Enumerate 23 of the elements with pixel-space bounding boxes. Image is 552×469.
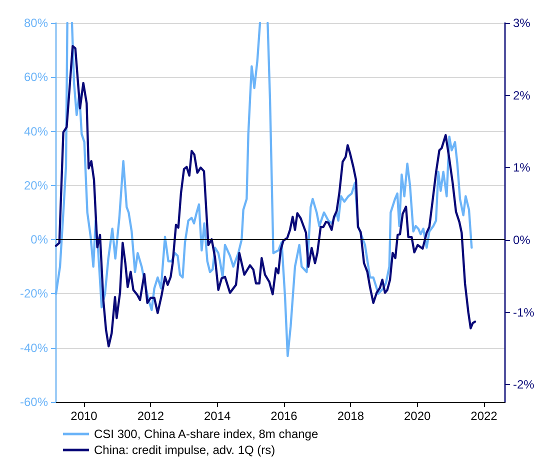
x-tick-label: 2022 — [470, 409, 498, 423]
y-tick-label: 40% — [24, 124, 48, 138]
y2-tick-label: 2% — [513, 88, 531, 102]
y-tick-label: 20% — [24, 178, 48, 192]
x-tick-label: 2014 — [204, 409, 232, 423]
y-tick-label: 80% — [24, 16, 48, 30]
y2-tick-label: -1% — [513, 305, 535, 320]
legend-label: CSI 300, China A-share index, 8m change — [94, 427, 318, 441]
legend-label: China: credit impulse, adv. 1Q (rs) — [94, 443, 276, 457]
y2-tick-label: 0% — [513, 232, 531, 247]
y-tick-label: -60% — [20, 395, 48, 409]
y-tick-label: 0% — [30, 232, 48, 247]
x-tick-label: 2018 — [337, 409, 364, 423]
y2-tick-label: 3% — [513, 16, 531, 30]
y2-tick-label: -2% — [513, 378, 535, 392]
x-tick-label: 2012 — [137, 409, 164, 423]
y-tick-label: -40% — [20, 340, 48, 355]
x-tick-label: 2016 — [270, 409, 298, 423]
y-tick-label: -20% — [20, 286, 48, 301]
x-tick-label: 2020 — [404, 409, 432, 423]
x-tick-label: 2010 — [70, 409, 98, 423]
y-tick-label: 60% — [24, 70, 48, 84]
y2-tick-label: 1% — [513, 160, 531, 175]
